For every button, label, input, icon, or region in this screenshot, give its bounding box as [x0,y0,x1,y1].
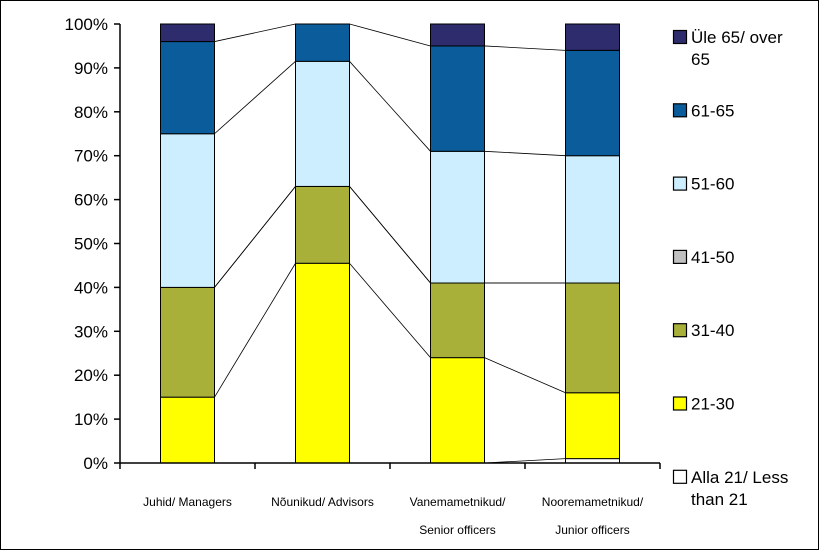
series-line-6-0 [214,23,296,42]
y-tick-label: 70% [74,147,108,166]
bar-segment-5-3 [565,49,620,157]
bar-segment-2-2 [430,282,485,359]
series-line-5-1 [349,61,431,152]
y-tick-label: 20% [74,366,108,385]
bar-segment-5-2 [430,45,485,152]
connector-lines [214,23,566,464]
bar-segment-4-1 [295,60,350,187]
legend-label: than 21 [691,490,748,509]
bar-segment-4-0 [160,133,215,288]
series-line-4-1 [349,186,431,284]
bar-segment-4-2 [430,150,485,284]
bar-segment-2-3 [565,282,620,394]
y-tick-label: 100% [65,15,108,34]
x-category-label: Junior officers [555,523,629,537]
series-line-2-2 [484,357,566,394]
axes: 0% 10% 20% 30% 40% 50% 60% 70% 80% 90% 100% Juhid/ … [65,15,661,537]
x-category-label: Nõunikud/ Advisors [271,495,374,509]
bar-segment-5-1 [295,23,350,62]
series-line-5-2 [484,150,566,157]
y-tick-label: 0% [83,454,108,473]
legend-label: 61-65 [691,101,734,120]
legend-swatch [672,103,688,118]
legend-swatch [672,176,688,191]
bar-segment-2-1 [295,185,350,264]
legend-label: 21-30 [691,395,734,414]
bar-segment-1-2 [430,357,485,464]
series-line-6-2 [484,45,566,51]
legend-swatch [672,249,688,264]
bar-segment-2-0 [160,286,215,398]
y-tick-label: 80% [74,103,108,122]
y-tick-label: 10% [74,410,108,429]
x-category-label: Nooremametnikud/ [542,495,644,509]
x-category-label: Juhid/ Managers [143,495,232,509]
x-category-label: Senior officers [419,523,495,537]
legend-swatch [672,396,688,411]
bars [160,23,620,464]
y-tick-label: 60% [74,191,108,210]
bar-segment-6-3 [565,23,620,51]
y-tick-label: 50% [74,235,108,254]
bar-segment-1-0 [160,396,215,464]
legend-label: 41-50 [691,248,734,267]
legend-label: Üle 65/ over [691,28,783,47]
legend-swatch [672,29,688,45]
bar-segment-6-2 [430,23,485,47]
x-category-label: Vanemametnikud/ [410,495,506,509]
series-line-5-0 [214,61,296,135]
bar-segment-6-0 [160,23,215,43]
legend: Üle 65/ over 65 61-65 51-60 41-50 31-40 21-30 A… [672,28,788,509]
legend-label: 51-60 [691,175,734,194]
y-tick-label: 40% [74,278,108,297]
y-tick-label: 90% [74,59,108,78]
series-line-2-0 [214,263,296,398]
legend-label: 65 [691,50,710,69]
bar-segment-1-3 [565,392,620,460]
legend-label: 31-40 [691,321,734,340]
bar-segment-5-0 [160,41,215,135]
legend-swatch [672,469,688,484]
legend-swatch [672,323,688,338]
series-line-6-1 [349,23,431,47]
series-line-2-1 [349,262,431,358]
bar-segment-4-3 [565,155,620,284]
legend-label: Alla 21/ Less [691,468,788,487]
y-tick-label: 30% [74,322,108,341]
bar-segment-1-1 [295,262,350,464]
series-line-4-0 [214,186,296,288]
